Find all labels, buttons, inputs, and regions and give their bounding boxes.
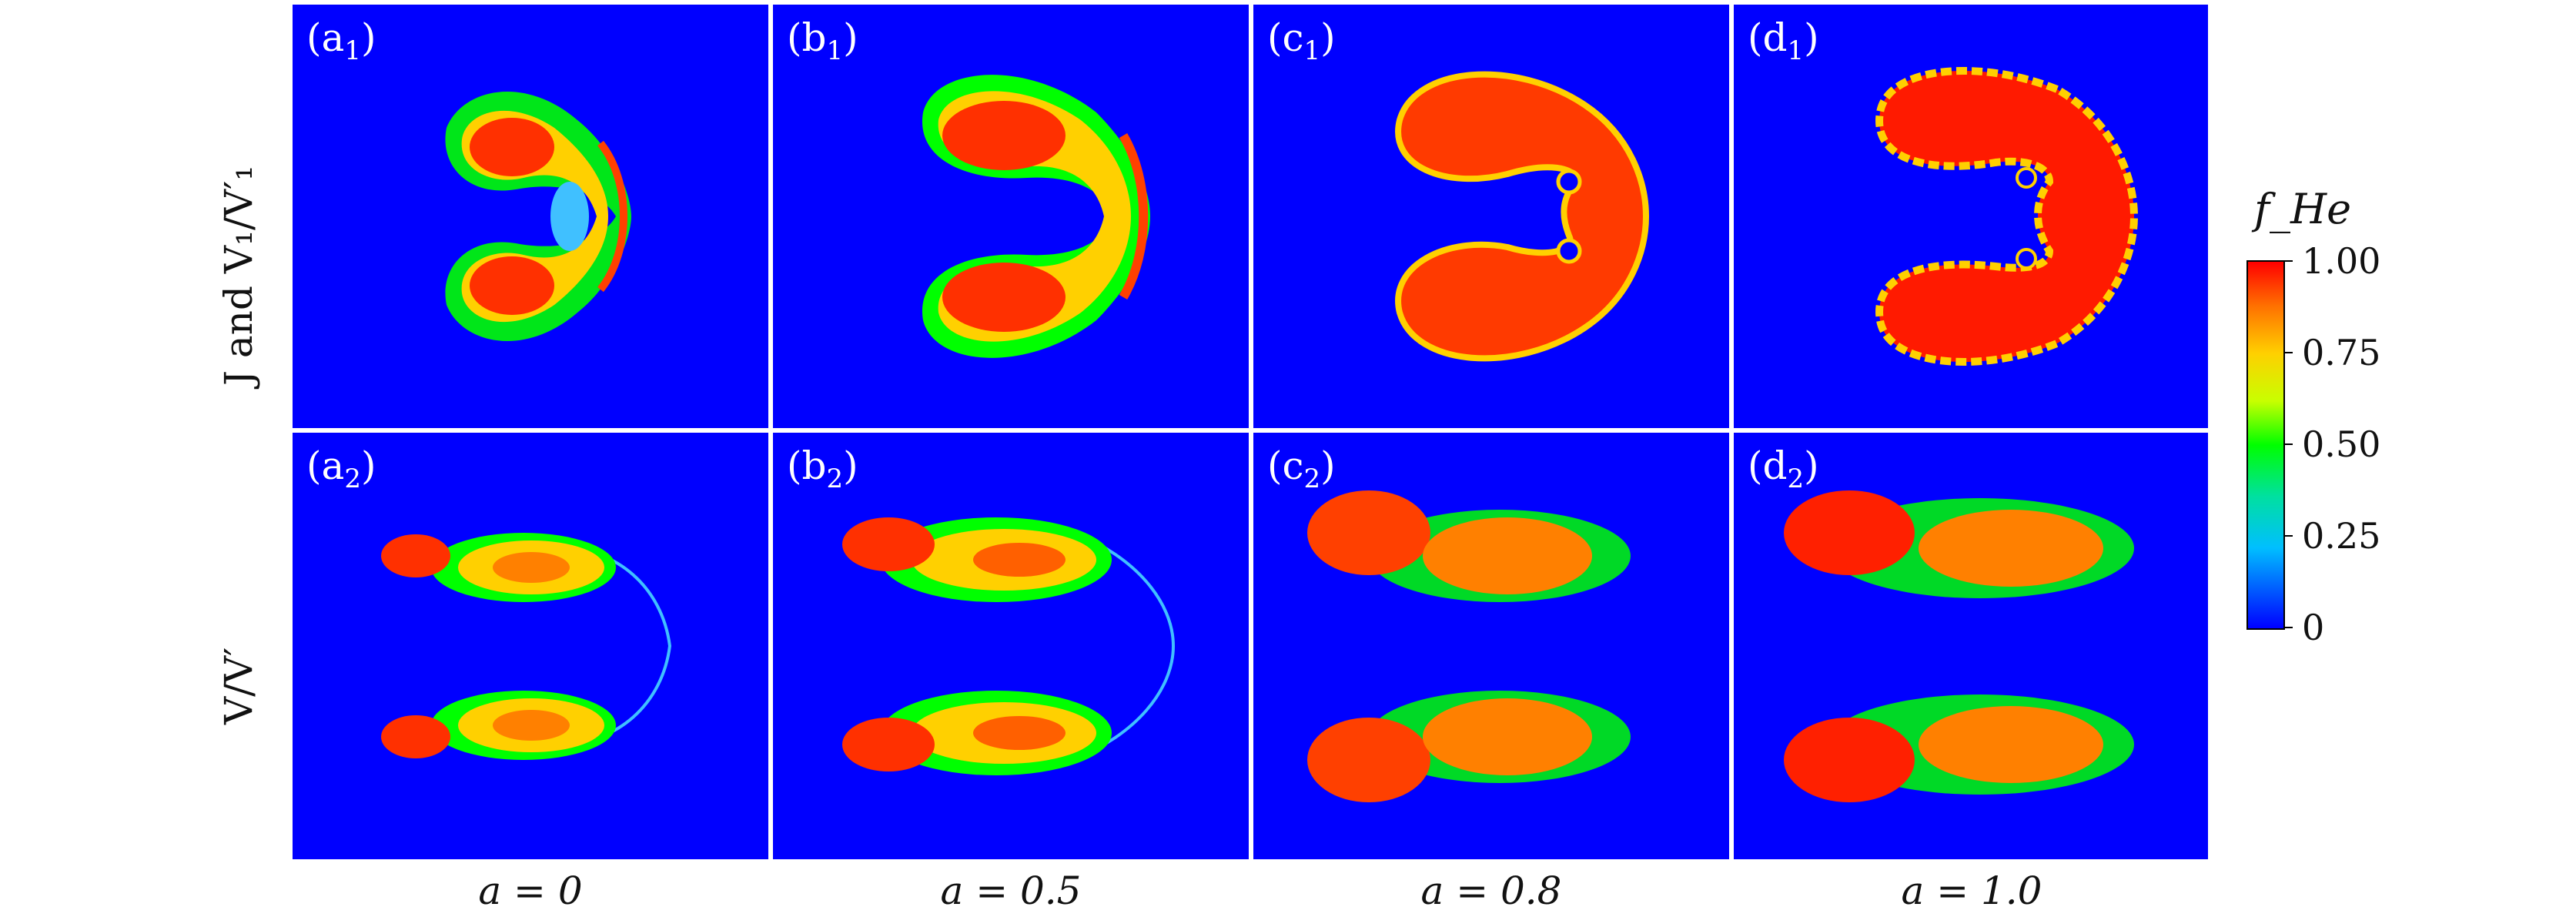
colorbar-tick bbox=[2283, 352, 2293, 353]
column-label-a: a = 0 bbox=[478, 868, 583, 913]
panel-a1: (a1) bbox=[293, 5, 768, 428]
panel-b1-field bbox=[773, 5, 1249, 428]
panel-c1: (c1) bbox=[1253, 5, 1729, 428]
panel-label: (d2) bbox=[1748, 443, 1819, 494]
row-label-bottom: V/V′ bbox=[216, 647, 261, 725]
panel-label: (d1) bbox=[1748, 15, 1819, 66]
panel-d2: (d2) bbox=[1734, 433, 2208, 859]
panel-grid: (a1) (b1) (c1) bbox=[293, 5, 2208, 859]
colorbar bbox=[2246, 260, 2285, 630]
panel-label: (b2) bbox=[787, 443, 858, 494]
row-label-top: J and V₁/V′₁ bbox=[216, 165, 261, 386]
colorbar-tick-label: 1.00 bbox=[2302, 240, 2381, 282]
colorbar-tick-label: 0.75 bbox=[2302, 332, 2381, 373]
colorbar-tick-label: 0.25 bbox=[2302, 515, 2381, 557]
colorbar-tick bbox=[2283, 260, 2293, 262]
panel-a2-field bbox=[293, 433, 768, 859]
column-label-c: a = 0.8 bbox=[1420, 868, 1562, 913]
panel-c1-field bbox=[1253, 5, 1729, 428]
panel-label: (c2) bbox=[1267, 443, 1336, 494]
panel-b1: (b1) bbox=[773, 5, 1249, 428]
panel-b2: (b2) bbox=[773, 433, 1249, 859]
panel-a1-field bbox=[293, 5, 768, 428]
colorbar-title: f_He bbox=[2254, 185, 2352, 233]
panel-b2-field bbox=[773, 433, 1249, 859]
panel-label: (a2) bbox=[306, 443, 376, 494]
panel-a2: (a2) bbox=[293, 433, 768, 859]
panel-label: (b1) bbox=[787, 15, 858, 66]
column-label-b: a = 0.5 bbox=[940, 868, 1082, 913]
panel-d1: (d1) bbox=[1734, 5, 2208, 428]
panel-c2-field bbox=[1253, 433, 1729, 859]
panel-label: (c1) bbox=[1267, 15, 1336, 66]
panel-d1-field bbox=[1734, 5, 2208, 428]
colorbar-tick bbox=[2283, 535, 2293, 537]
colorbar-tick-label: 0.50 bbox=[2302, 423, 2381, 465]
colorbar-tick bbox=[2283, 443, 2293, 445]
colorbar-tick bbox=[2283, 627, 2293, 628]
panel-c2: (c2) bbox=[1253, 433, 1729, 859]
panel-d2-field bbox=[1734, 433, 2208, 859]
colorbar-tick-label: 0 bbox=[2302, 607, 2325, 648]
panel-label: (a1) bbox=[306, 15, 376, 66]
column-label-d: a = 1.0 bbox=[1901, 868, 2042, 913]
